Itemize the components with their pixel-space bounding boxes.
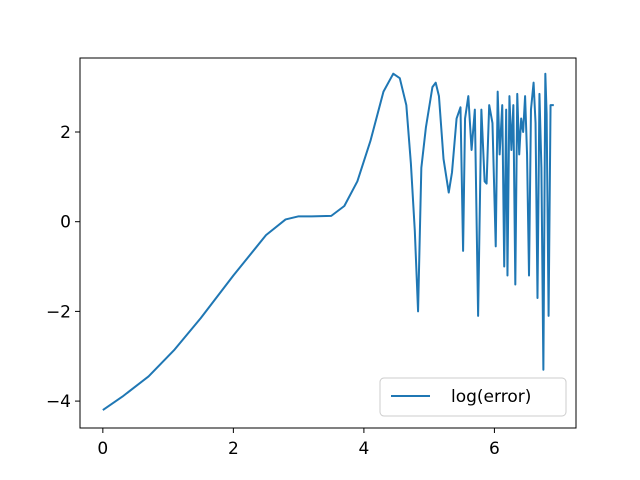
y-tick-label: 2 — [60, 123, 71, 143]
x-tick-label: 4 — [358, 439, 369, 459]
legend-label: log(error) — [451, 387, 531, 407]
legend: log(error) — [379, 377, 567, 417]
legend-box — [379, 377, 567, 417]
x-tick-label: 2 — [228, 439, 239, 459]
tick-group: 0 2 4 6 −4 −2 0 2 — [46, 123, 500, 459]
y-tick-label: −4 — [46, 392, 71, 412]
y-tick-label: −2 — [46, 302, 71, 322]
x-tick-label: 6 — [489, 439, 500, 459]
series-line-log-error — [102, 72, 554, 411]
plot-area-frame — [79, 57, 577, 429]
x-tick-label: 0 — [97, 439, 108, 459]
y-tick-label: 0 — [60, 213, 71, 233]
